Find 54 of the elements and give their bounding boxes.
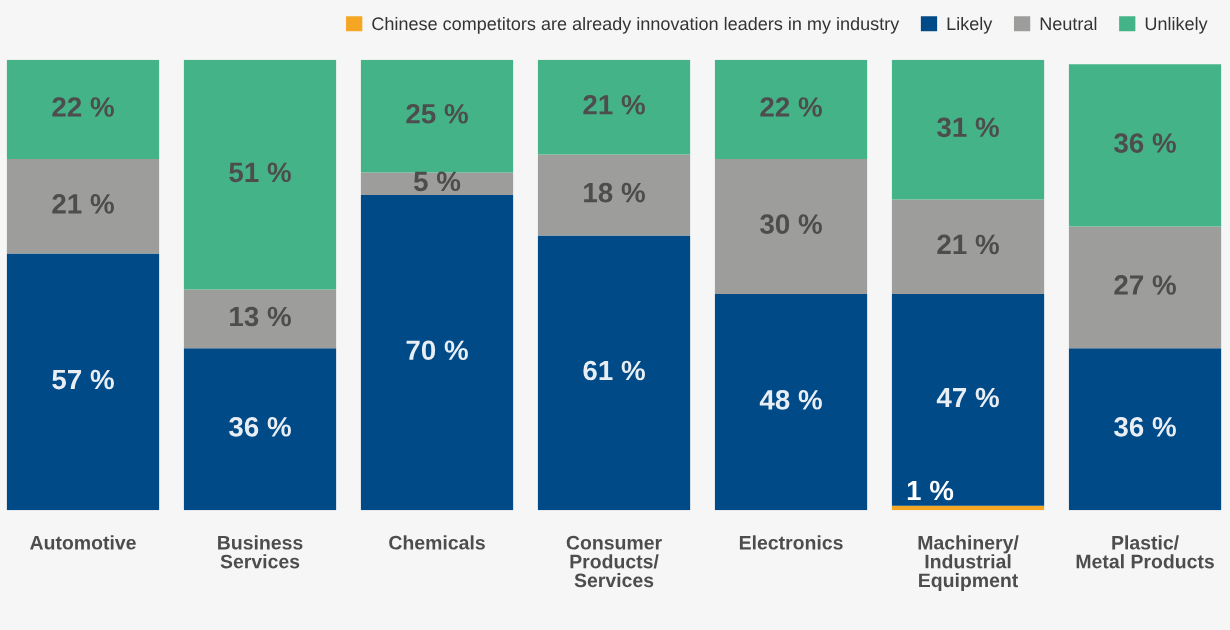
bar [183,289,337,349]
data-label: 36 % [229,417,291,437]
bar [891,199,1045,295]
x-tick-label: Electronics [739,535,843,550]
x-tick-label: Machinery/ Industrial Equipment [918,535,1019,592]
data-label: 5 % [413,171,461,192]
bar [891,294,1045,506]
data-label: 21 % [937,234,999,255]
bar [360,172,514,195]
data-label: 13 % [230,306,291,327]
x-tick-label: Chemicals [389,535,485,550]
bar [891,59,1045,200]
data-label: 25 % [406,103,468,124]
data-label: 48 % [759,389,822,410]
data-label: 31 % [937,117,999,138]
data-label: 57 % [52,369,114,390]
data-label: 1 % [907,480,954,501]
bar [183,348,337,511]
data-label: 51 % [229,162,291,183]
bar [537,154,691,236]
data-label: 21 % [52,194,114,214]
data-label: 22 % [760,97,822,117]
bar [714,294,868,511]
bar [537,59,691,155]
data-label: 70 % [406,340,468,361]
data-label: 36 % [1114,133,1176,153]
x-tick-label: Consumer Products/ Services [566,535,662,588]
data-label: 47 % [936,387,999,408]
legend-label: Neutral [1040,16,1097,31]
x-tick-label: Plastic/ Metal Products [1076,535,1214,569]
data-label: 27 % [1114,275,1176,295]
data-label: 22 % [52,97,114,117]
bar [1068,226,1222,349]
x-tick-label: Business Services [218,535,303,569]
x-tick-label: Automotive [30,535,136,550]
bar [714,59,868,159]
bar [183,59,337,290]
bar [1068,348,1222,511]
bar [1068,64,1222,227]
bar [6,158,160,254]
bar [360,59,514,173]
data-label: 30 % [760,214,822,235]
bar [360,194,514,511]
data-label: 21 % [583,94,645,115]
data-label: 61 % [583,360,645,381]
bar [714,158,868,295]
legend-label: Unlikely [1145,16,1208,34]
bar [537,235,691,511]
data-label: 36 % [1114,417,1176,437]
bar [6,253,160,511]
legend-label: Chinese competitors are already innovation leaders in my industry [372,16,900,34]
data-label: 18 % [584,182,645,203]
bar [6,59,160,159]
legend-label: Likely [947,16,993,34]
